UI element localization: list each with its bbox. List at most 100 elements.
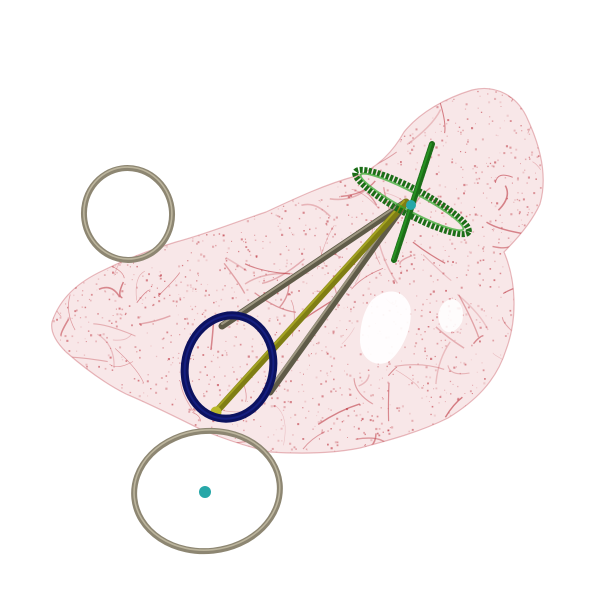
mesh-point — [355, 118, 357, 120]
mesh-point — [136, 435, 139, 438]
mesh-point — [529, 280, 531, 283]
mesh-point — [191, 215, 194, 218]
mesh-point — [85, 341, 87, 343]
mesh-point — [71, 385, 73, 387]
mesh-point — [194, 305, 197, 308]
mesh-point — [95, 136, 98, 139]
mesh-point — [101, 92, 103, 94]
mesh-point — [426, 389, 429, 392]
mesh-point — [120, 215, 123, 217]
mesh-point — [353, 146, 356, 149]
mesh-point — [202, 93, 204, 95]
mesh-point — [456, 86, 458, 88]
mesh-point — [466, 406, 468, 408]
mesh-point — [156, 287, 158, 289]
mesh-point — [341, 169, 343, 171]
mesh-point — [161, 121, 163, 123]
mesh-point — [235, 268, 237, 271]
mesh-point — [169, 294, 171, 296]
mesh-point — [136, 146, 139, 148]
mesh-point — [73, 416, 76, 419]
mesh-point — [303, 248, 305, 250]
mesh-point — [160, 93, 162, 95]
mesh-point — [504, 437, 506, 440]
mesh-point — [501, 428, 503, 430]
mesh-point — [339, 320, 341, 322]
mesh-point — [196, 346, 199, 349]
mesh-point — [287, 293, 290, 296]
mesh-point — [362, 91, 364, 92]
mesh-point — [272, 277, 274, 279]
mesh-point — [192, 127, 195, 130]
mesh-point — [239, 124, 241, 126]
mesh-point — [112, 315, 114, 316]
mesh-point — [155, 423, 157, 426]
mesh-point — [465, 274, 468, 276]
mesh-point — [388, 362, 391, 365]
mesh-point — [207, 284, 209, 286]
mesh-point — [472, 231, 475, 233]
mesh-point — [312, 428, 314, 430]
mesh-point — [197, 241, 199, 243]
mesh-point — [330, 458, 332, 460]
mesh-point — [102, 164, 104, 166]
mesh-point — [321, 249, 324, 252]
mesh-point — [94, 449, 96, 452]
mesh-point — [268, 319, 271, 322]
mesh-point — [327, 205, 329, 207]
mesh-point — [374, 294, 376, 296]
mesh-point — [489, 88, 491, 90]
mesh-point — [237, 177, 239, 180]
mesh-point — [429, 376, 432, 379]
mesh-point — [407, 150, 409, 152]
mesh-point — [387, 429, 390, 432]
mesh-point — [286, 262, 288, 265]
mesh-point — [53, 118, 55, 120]
mesh-point — [72, 168, 74, 170]
mesh-point — [195, 288, 197, 290]
mesh-point — [55, 111, 57, 113]
mesh-point — [525, 353, 528, 355]
mesh-point — [68, 368, 70, 370]
mesh-point — [106, 230, 109, 233]
mesh-point — [249, 126, 251, 128]
mesh-point — [424, 134, 427, 137]
mesh-strand — [218, 445, 250, 453]
mesh-point — [517, 420, 519, 422]
mesh-point — [236, 446, 238, 448]
mesh-point — [149, 190, 150, 192]
mesh-point — [287, 142, 290, 145]
mesh-point — [457, 197, 460, 200]
mesh-point — [198, 180, 201, 183]
mesh-point — [411, 148, 414, 151]
mesh-point — [341, 256, 343, 258]
mesh-point — [314, 335, 316, 337]
mesh-point — [76, 391, 78, 393]
mesh-point — [70, 403, 72, 405]
mesh-point — [528, 229, 530, 231]
mesh-point — [301, 263, 304, 266]
mesh-point — [547, 452, 548, 453]
mesh-point — [398, 277, 401, 280]
mesh-point — [355, 157, 358, 160]
mesh-point — [286, 92, 289, 95]
mesh-point — [124, 314, 126, 316]
mesh-point — [140, 113, 142, 116]
mesh-point — [342, 420, 345, 422]
mesh-point — [359, 404, 361, 406]
point-cloud-mesh — [51, 84, 548, 460]
mesh-point — [106, 102, 109, 105]
mesh-point — [510, 213, 513, 216]
mesh-point — [290, 291, 293, 294]
mesh-point — [248, 106, 250, 108]
mesh-point — [165, 375, 168, 377]
mesh-point — [399, 198, 401, 200]
mesh-point — [533, 290, 536, 293]
mesh-point — [228, 84, 230, 86]
mesh-point — [364, 444, 366, 446]
mesh-point — [386, 369, 388, 371]
mesh-point — [538, 306, 541, 309]
mesh-point — [191, 240, 194, 242]
mesh-point — [140, 324, 142, 326]
mesh-point — [366, 97, 369, 100]
